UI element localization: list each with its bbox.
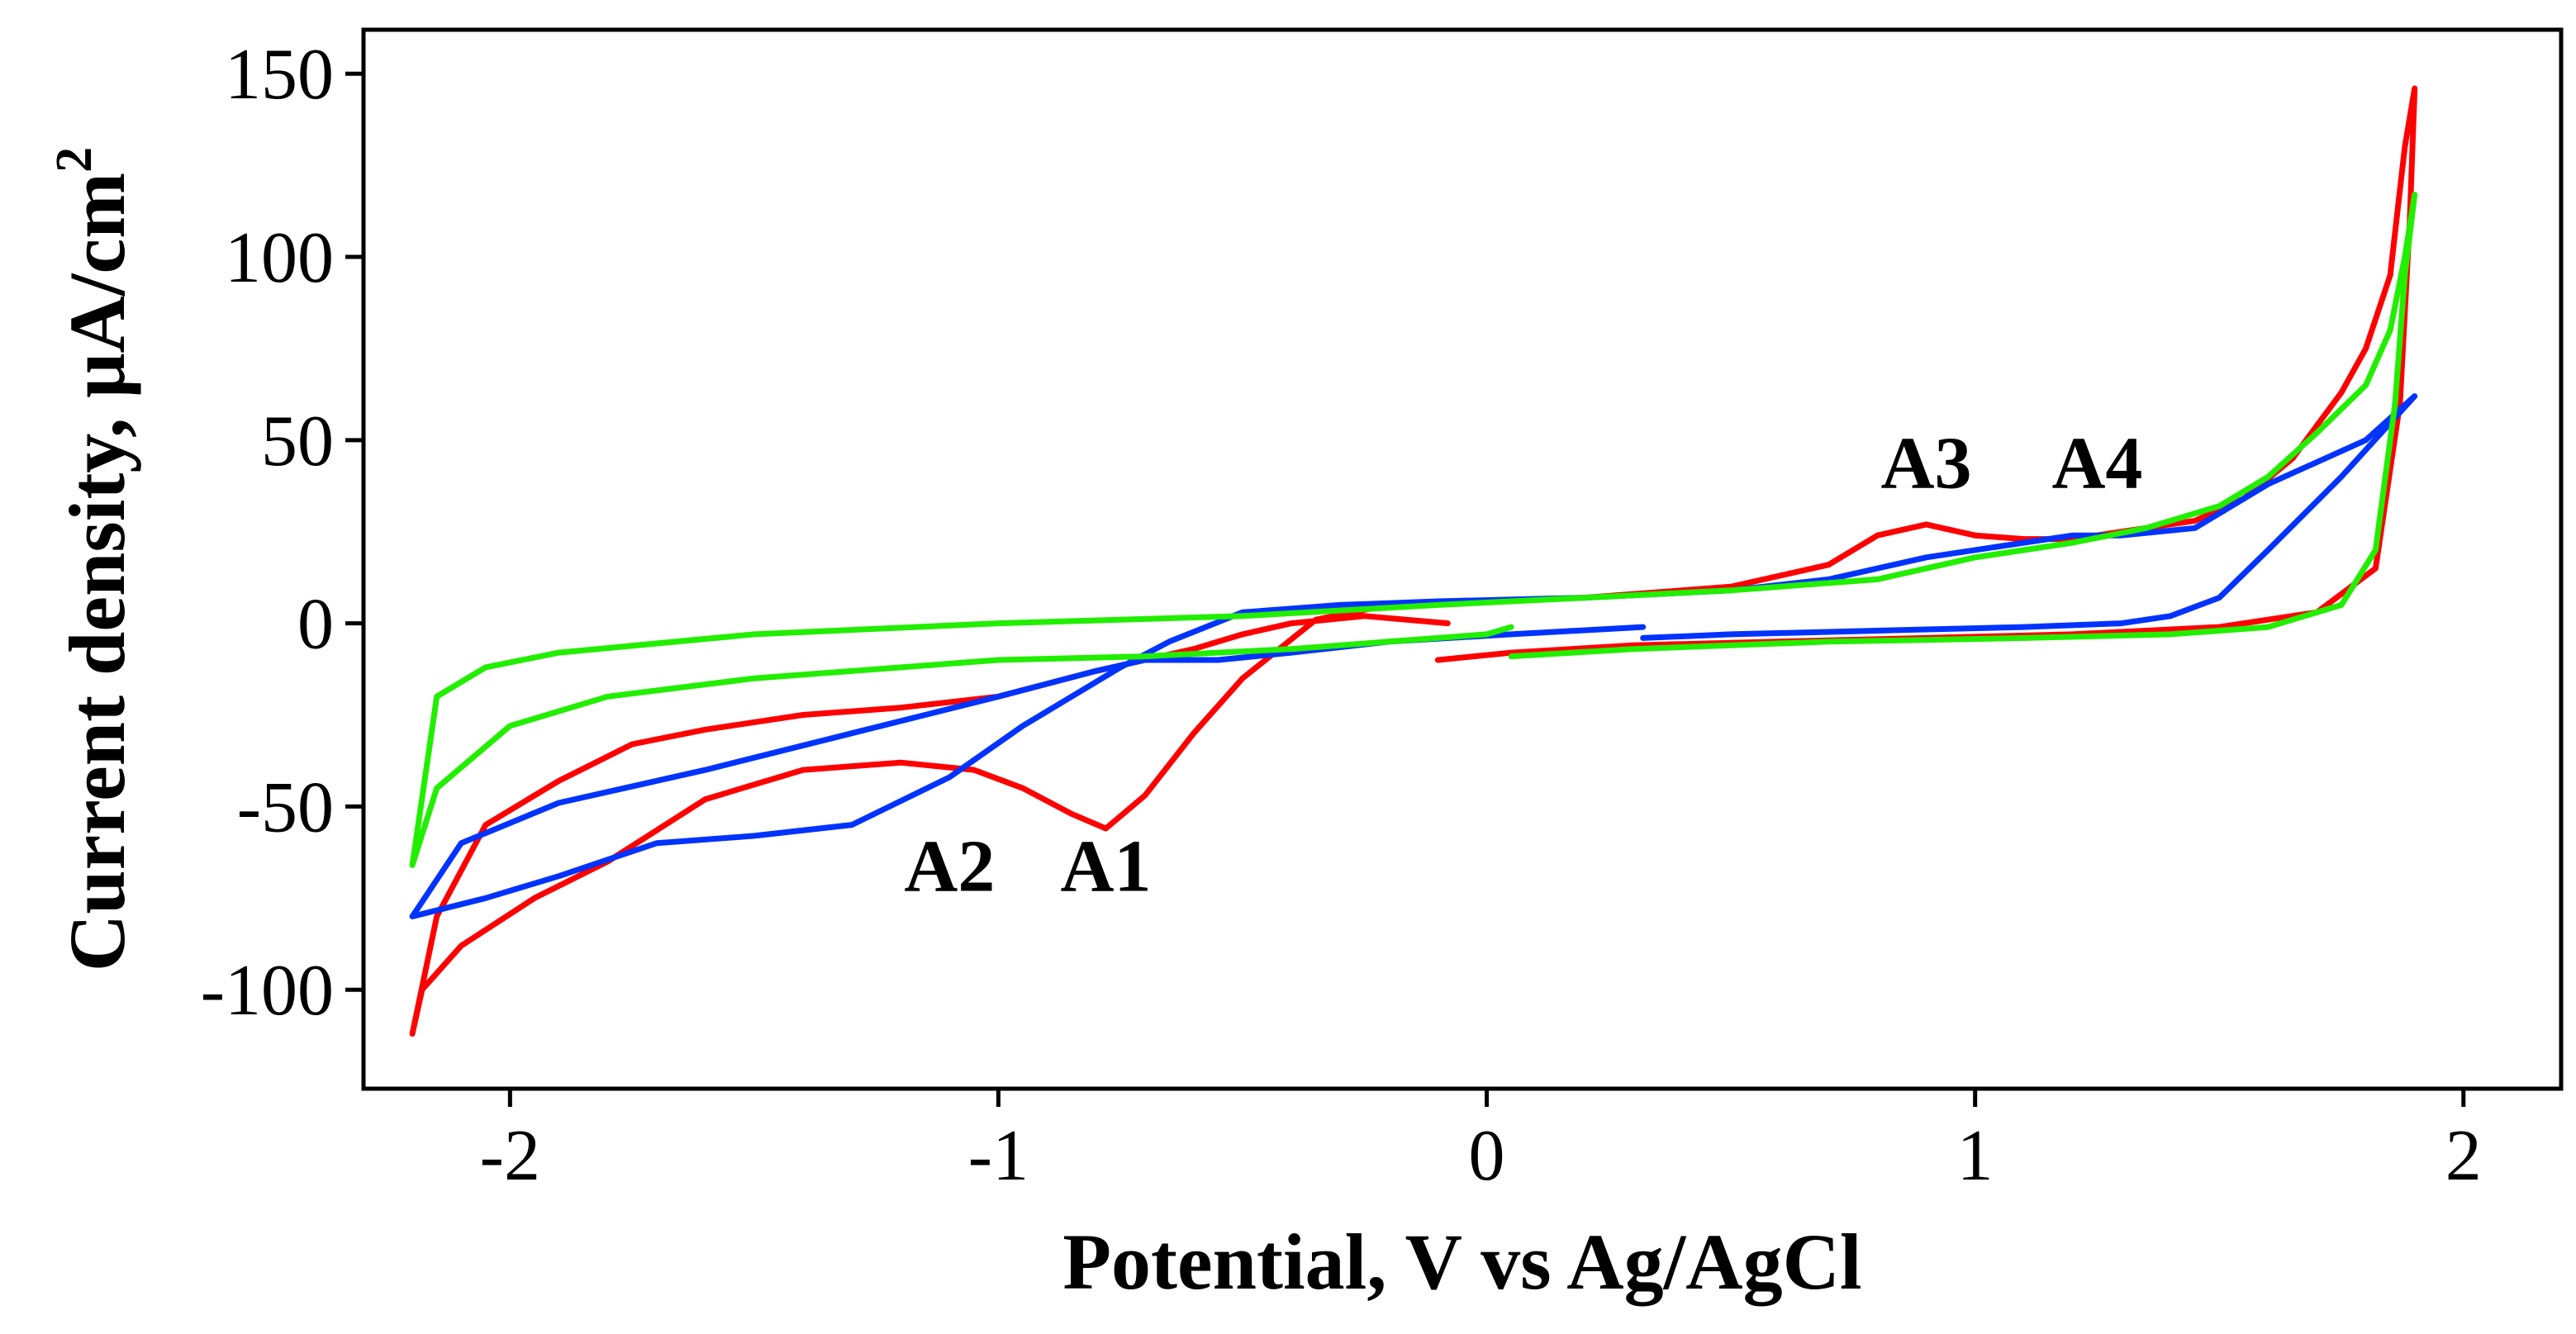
x-tick-label: -1 xyxy=(968,1116,1029,1196)
x-axis-ticks: -2 -1 0 1 2 xyxy=(480,1089,2482,1196)
series-line-red xyxy=(409,85,2418,1037)
peak-label-a2: A2 xyxy=(904,825,995,907)
peak-label-a3: A3 xyxy=(1881,422,1972,504)
x-tick-label: 2 xyxy=(2445,1116,2482,1196)
y-tick-label: -50 xyxy=(237,767,334,847)
y-axis-title: Current density, μA/cm2 xyxy=(46,147,141,971)
y-tick-label: -100 xyxy=(201,951,334,1031)
plot-frame xyxy=(361,27,2564,1091)
series-group xyxy=(409,85,2418,1037)
series-line-blue xyxy=(409,393,2418,919)
y-axis-ticks: -100 -50 0 50 100 150 xyxy=(201,35,364,1031)
x-tick-label: 0 xyxy=(1469,1116,1505,1196)
y-axis-title-main: Current density, μA/cm xyxy=(53,173,141,971)
y-tick-label: 100 xyxy=(225,218,334,298)
peak-annotations: A2 A1 A3 A4 xyxy=(904,422,2142,907)
x-tick-label: 1 xyxy=(1957,1116,1994,1196)
x-axis-title: Potential, V vs Ag/AgCl xyxy=(1062,1218,1861,1306)
peak-label-a4: A4 xyxy=(2051,422,2142,504)
y-tick-label: 0 xyxy=(297,585,334,665)
series-line-green xyxy=(409,192,2418,868)
x-tick-label: -2 xyxy=(480,1116,540,1196)
y-tick-label: 150 xyxy=(225,35,334,115)
peak-label-a1: A1 xyxy=(1060,825,1151,907)
y-tick-label: 50 xyxy=(261,401,334,482)
y-axis-title-superscript: 2 xyxy=(46,147,102,173)
